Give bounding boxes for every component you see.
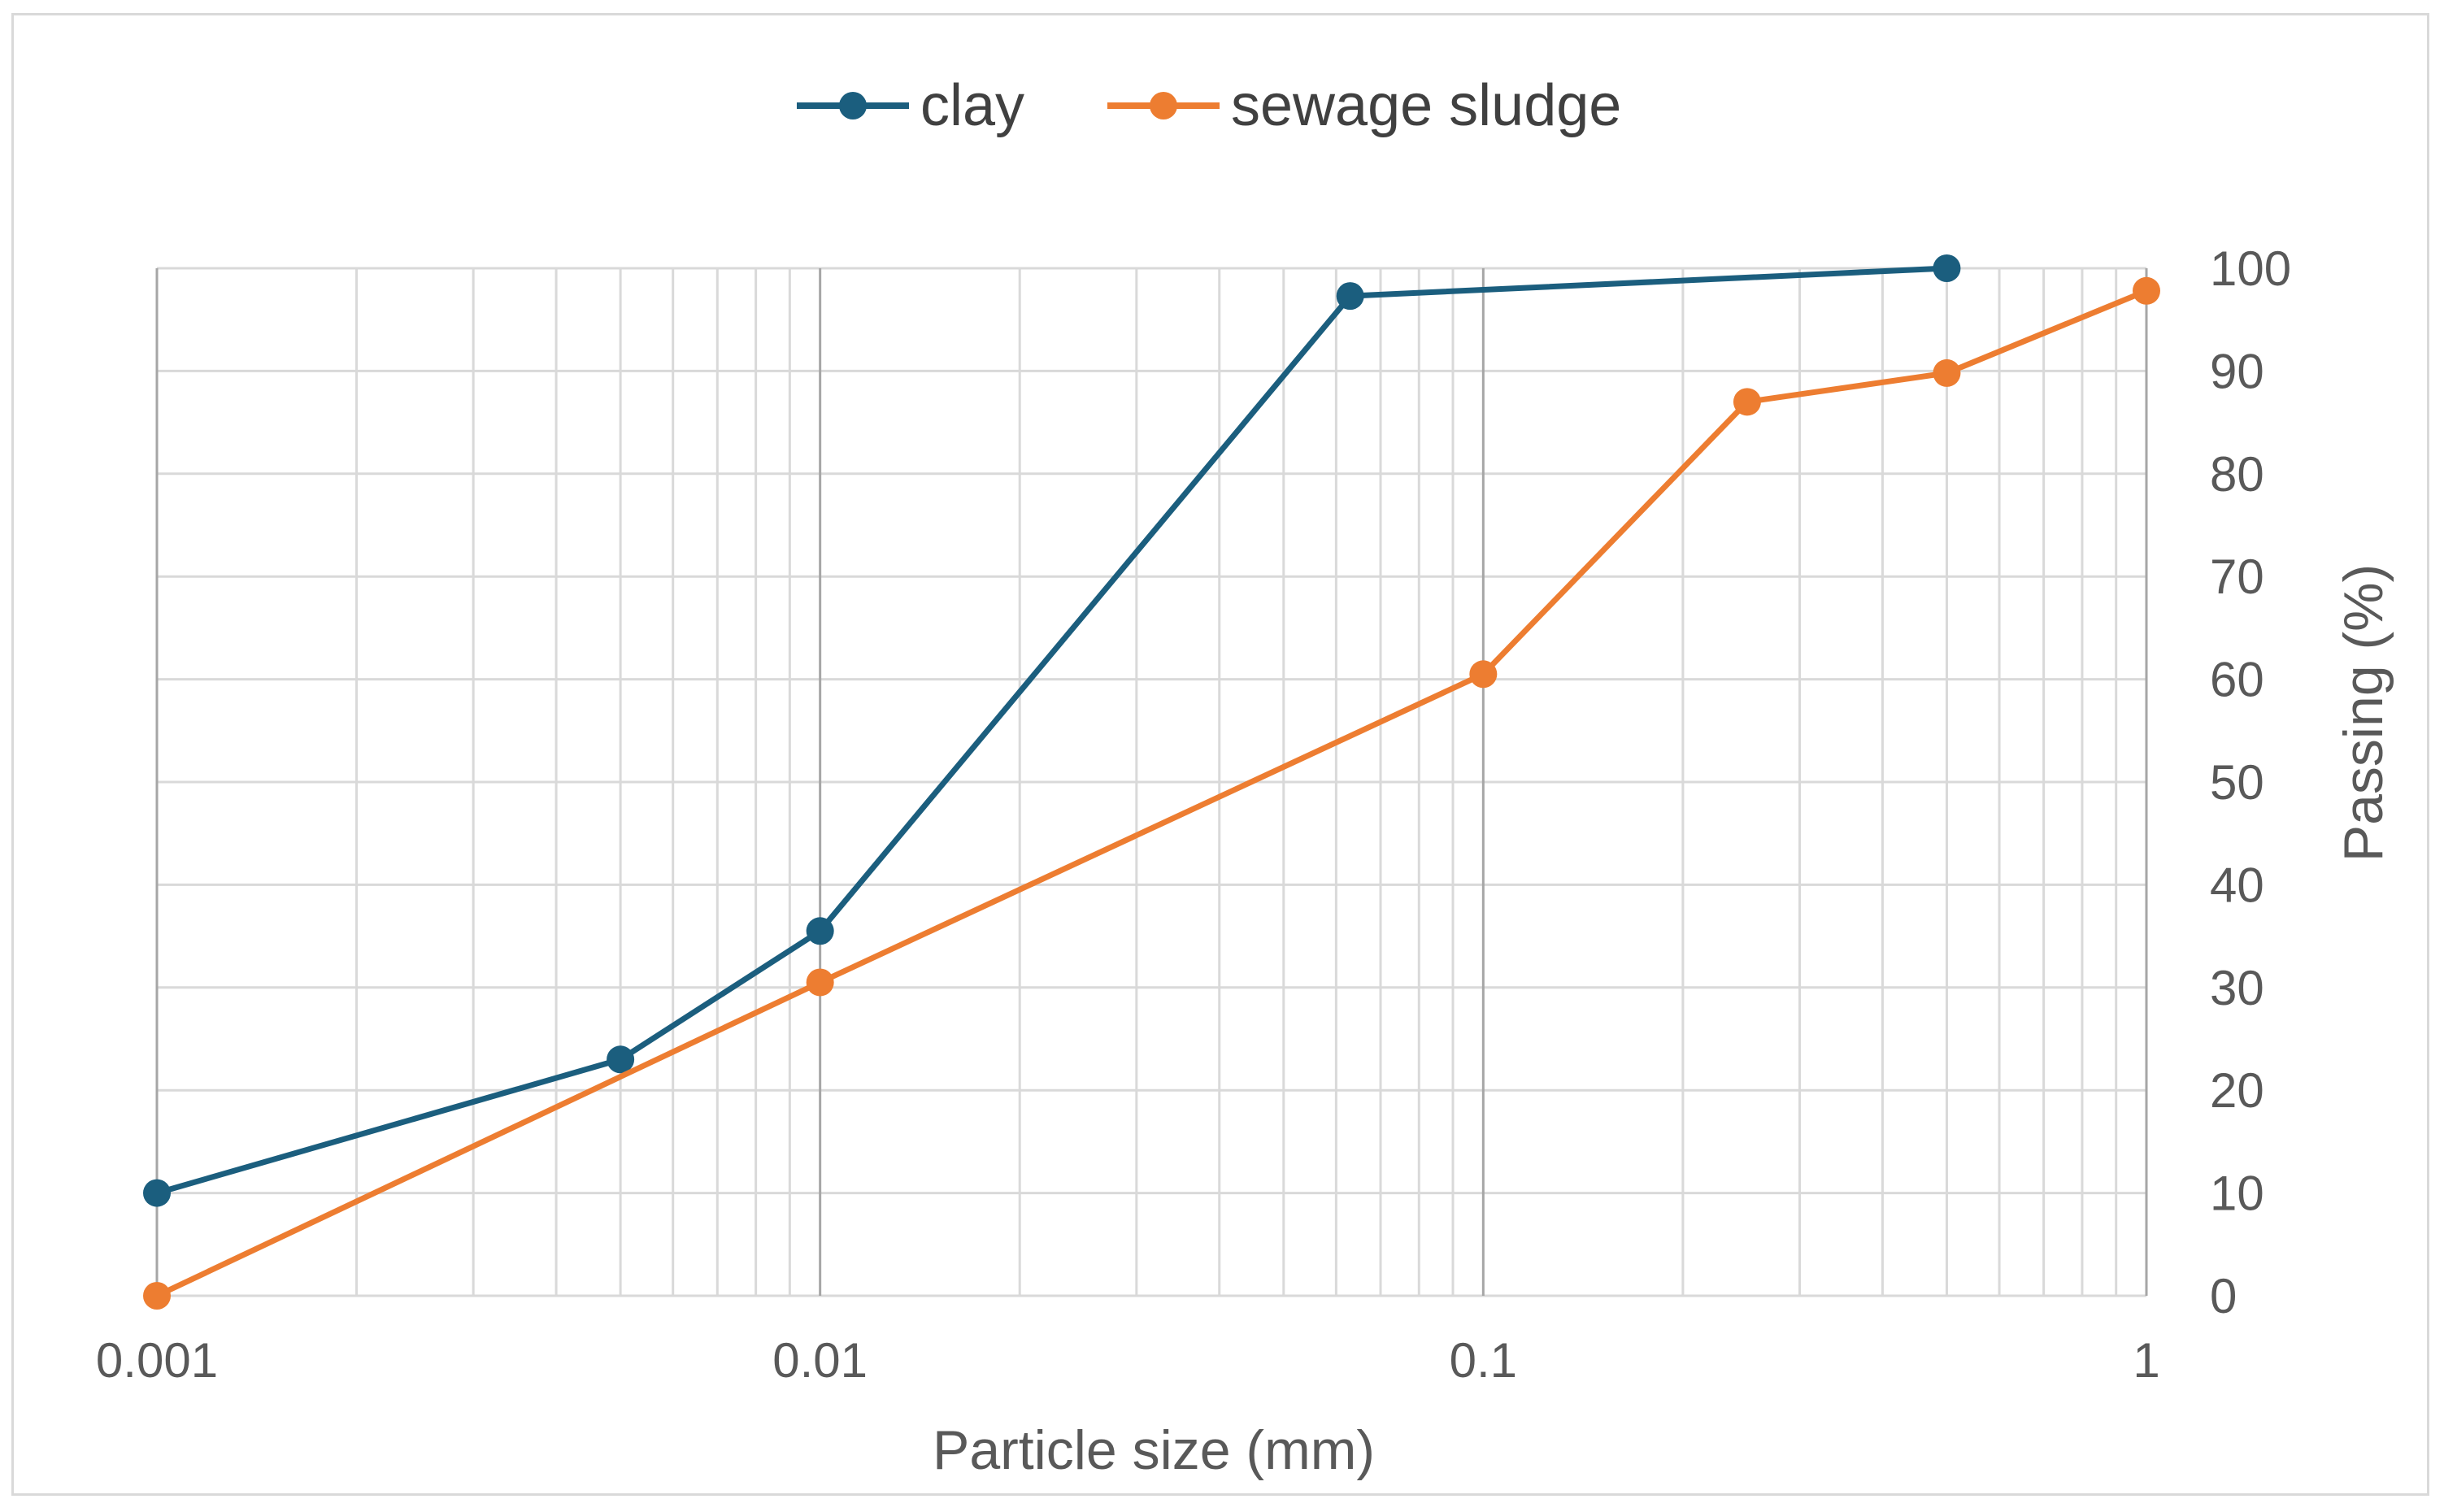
data-point-sewage-sludge xyxy=(1933,358,1961,387)
x-tick-label: 0.1 xyxy=(1450,1333,1517,1388)
legend-item-sewage-sludge: sewage sludge xyxy=(1107,73,1621,138)
data-point-clay xyxy=(1933,254,1961,282)
data-point-sewage-sludge xyxy=(1733,388,1761,416)
legend: clay sewage sludge xyxy=(797,73,1621,138)
legend-label-sewage-sludge: sewage sludge xyxy=(1231,73,1621,138)
y-tick-label: 50 xyxy=(2210,755,2264,810)
x-tick-label: 0.01 xyxy=(772,1333,868,1388)
y-tick-label: 70 xyxy=(2210,550,2264,604)
data-point-clay xyxy=(607,1045,635,1074)
y-axis-title: Passing (%) xyxy=(2333,564,2394,862)
data-point-sewage-sludge xyxy=(806,968,834,997)
tick-labels: 0.001 0.01 0.1 10 10 20 30 40 50 60 70 80 90 100 xyxy=(96,241,2291,1388)
legend-marker-clay xyxy=(839,92,867,119)
y-tick-label: 90 xyxy=(2210,344,2264,398)
y-tick-label: 10 xyxy=(2210,1167,2264,1221)
series-line-clay xyxy=(154,265,1950,1197)
data-point-sewage-sludge xyxy=(2133,276,2160,305)
x-tick-label: 0.001 xyxy=(96,1333,218,1388)
data-point-sewage-sludge xyxy=(1469,660,1498,689)
y-tick-label: 0 xyxy=(2210,1269,2237,1323)
y-tick-label: 40 xyxy=(2210,858,2264,912)
data-point-clay xyxy=(806,917,834,945)
legend-label-clay: clay xyxy=(920,73,1024,138)
y-tick-label: 30 xyxy=(2210,961,2264,1015)
y-tick-label: 100 xyxy=(2210,241,2291,296)
data-point-clay xyxy=(143,1179,171,1207)
x-tick-label: 1 xyxy=(2133,1333,2159,1388)
y-tick-label: 60 xyxy=(2210,653,2264,707)
series-line-sewage-sludge xyxy=(154,288,2150,1299)
y-tick-label: 20 xyxy=(2210,1063,2264,1118)
x-axis-title: Particle size (mm) xyxy=(933,1419,1375,1481)
data-point-clay xyxy=(1336,282,1364,311)
series-layer xyxy=(143,254,2160,1310)
y-tick-label: 80 xyxy=(2210,447,2264,502)
data-point-sewage-sludge xyxy=(143,1282,171,1310)
legend-item-clay: clay xyxy=(797,73,1024,138)
legend-marker-sewage-sludge xyxy=(1150,92,1177,119)
grid xyxy=(155,267,2148,1297)
